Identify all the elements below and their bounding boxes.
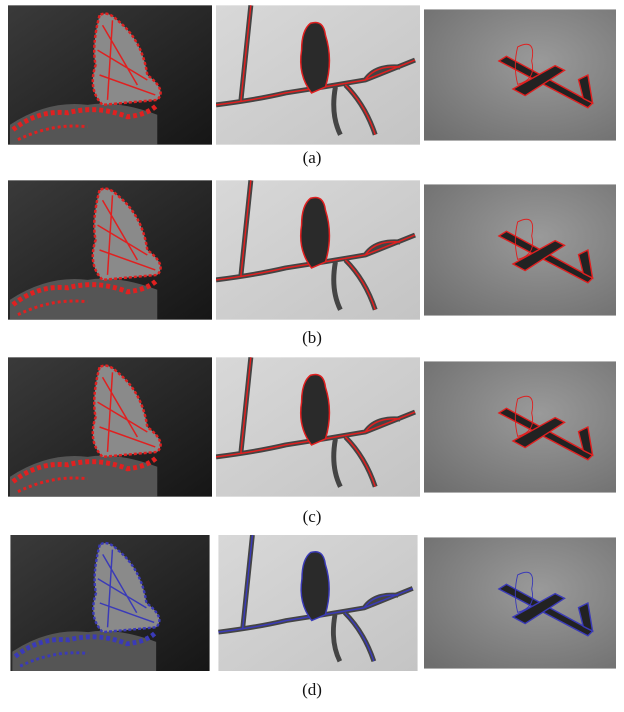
caption: (a) bbox=[303, 148, 322, 167]
row-b: (b) bbox=[8, 180, 616, 347]
caption: (c) bbox=[303, 507, 322, 526]
image bbox=[424, 361, 616, 492]
image bbox=[216, 180, 420, 319]
image bbox=[8, 5, 212, 144]
caption: (d) bbox=[302, 680, 322, 699]
row-c: (c) bbox=[8, 357, 616, 526]
caption: (b) bbox=[302, 328, 322, 347]
image bbox=[218, 535, 417, 671]
image bbox=[424, 184, 616, 315]
figure: (a) (b) (c) (d) bbox=[0, 0, 624, 707]
image bbox=[216, 357, 420, 496]
image bbox=[424, 537, 616, 668]
image bbox=[8, 180, 212, 319]
image bbox=[8, 357, 212, 496]
row-d: (d) bbox=[10, 535, 616, 699]
page: (a) (b) (c) (d) (() => { const data = JS… bbox=[0, 0, 624, 707]
image bbox=[10, 535, 209, 671]
image bbox=[424, 9, 616, 140]
row-a: (a) bbox=[8, 5, 616, 167]
image bbox=[216, 5, 420, 144]
